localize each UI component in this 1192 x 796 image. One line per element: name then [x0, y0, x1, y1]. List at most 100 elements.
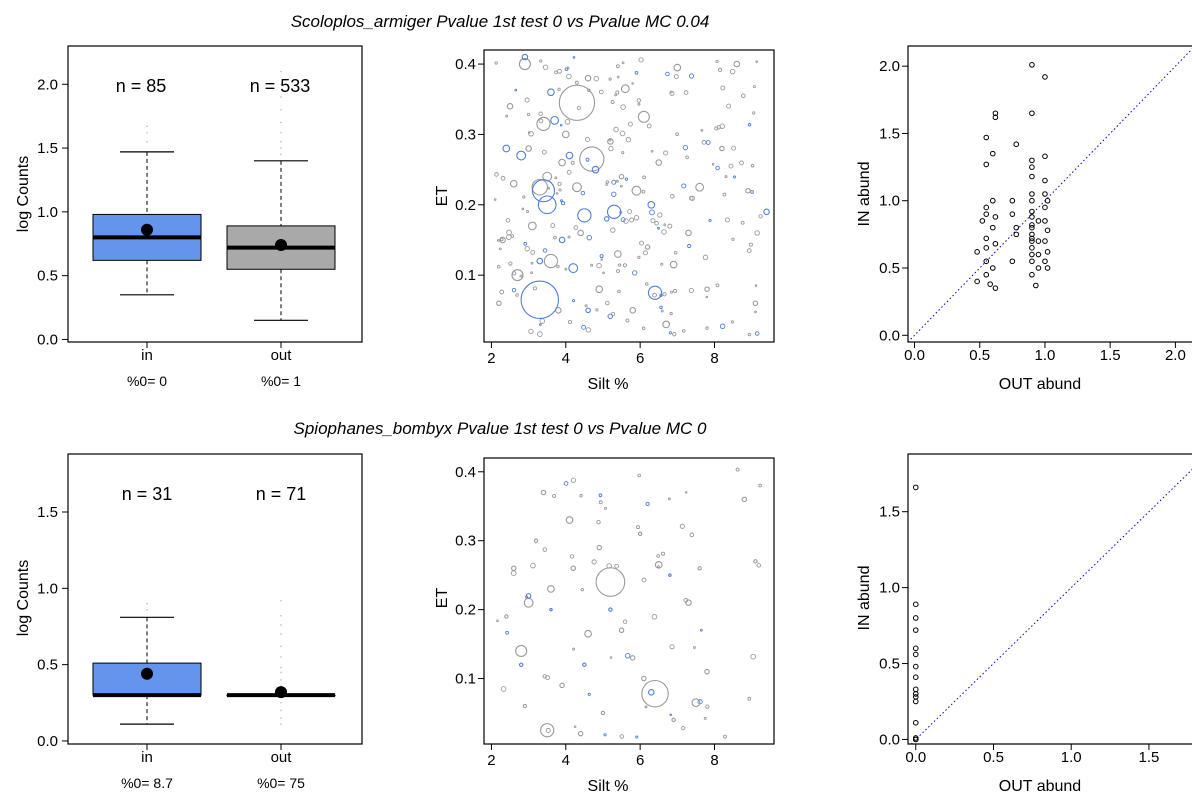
row-2-abund-marks [902, 468, 1192, 750]
row-2-bubble-xticks: 2 4 6 8 [487, 752, 718, 769]
point-out [515, 644, 528, 658]
point-small [754, 310, 757, 314]
point-in [520, 280, 560, 320]
point-small [689, 532, 695, 538]
point-small [619, 130, 626, 137]
point-small [553, 235, 557, 240]
point [1029, 251, 1035, 258]
point-small [505, 218, 511, 223]
point-out [543, 253, 559, 269]
point-small [522, 195, 526, 199]
point-out [518, 58, 531, 71]
point [1035, 265, 1042, 271]
tick-label: 0.2 [455, 602, 476, 619]
tick-label: 0.0 [904, 347, 925, 364]
point-out [542, 171, 553, 182]
point-out [671, 717, 676, 723]
point-small [554, 176, 558, 180]
point-small [542, 547, 548, 552]
point-small [616, 75, 620, 79]
point-out [496, 300, 502, 307]
point-small [617, 289, 621, 294]
row-1: Scoloplos_armiger Pvalue 1st test 0 vs P… [15, 12, 1192, 393]
point-small [740, 93, 746, 99]
point [1029, 62, 1035, 68]
point-out [655, 159, 663, 166]
point-small [506, 229, 512, 236]
point-small [616, 269, 620, 273]
identity-line [907, 48, 1192, 343]
point-small [542, 64, 549, 70]
point-in [547, 88, 555, 97]
point-out [685, 229, 692, 237]
point-small [552, 494, 557, 498]
point [912, 674, 919, 680]
point-small [526, 112, 531, 117]
point-small [756, 563, 762, 568]
tick-label: 2 [487, 350, 495, 367]
point-small [530, 271, 533, 275]
outlier-out [280, 83, 282, 86]
point-out [558, 158, 566, 167]
row-1-boxplot-yticks: 0.0 0.5 1.0 1.5 2.0 [37, 76, 58, 348]
row-2-n-in: n = 31 [122, 484, 173, 504]
point-small [750, 653, 757, 660]
point-small [556, 264, 560, 269]
row-2-zero-out: %0= 75 [257, 775, 305, 791]
point-out [577, 229, 584, 237]
point-small [498, 247, 502, 251]
point-small [639, 240, 645, 246]
outlier-out [280, 96, 282, 98]
point [912, 736, 919, 743]
point-small [521, 207, 525, 211]
outlier-out [280, 121, 282, 124]
point-small [615, 90, 620, 95]
point-small [683, 90, 689, 95]
point-small [567, 319, 573, 325]
row-2-abund-xlabel: OUT abund [999, 778, 1081, 795]
point [992, 285, 999, 291]
tick-label: 1.5 [1100, 347, 1121, 364]
row-1-boxplot: log Counts n = 85 n = 533 in out %0= 0 %… [15, 45, 363, 389]
point-out [733, 60, 741, 68]
row-1-abund: IN abund OUT abund 0.0 0.5 1.0 1.5 2.0 0… [856, 45, 1192, 393]
tick-label: 8 [710, 752, 718, 769]
outlier-out [280, 614, 282, 617]
tick-label: 0.5 [37, 657, 58, 674]
point-in [531, 179, 556, 203]
point-small [667, 223, 673, 229]
point-small [718, 67, 723, 72]
outlier-out [280, 656, 282, 658]
point-small [570, 477, 577, 483]
point [912, 719, 919, 726]
tick-label: 0.5 [879, 260, 900, 277]
point-small [542, 674, 547, 679]
point-small [560, 199, 563, 203]
point-in [558, 236, 566, 244]
point-small [505, 114, 509, 118]
point [1044, 249, 1051, 255]
point-out [673, 63, 682, 72]
point-small [537, 331, 543, 337]
point-small [528, 328, 534, 335]
point [1033, 282, 1039, 289]
point-out [525, 145, 532, 152]
point-small [539, 318, 546, 324]
row-1-abund-marks [902, 48, 1192, 348]
point [989, 224, 996, 231]
point [1029, 197, 1035, 204]
point-out [584, 629, 592, 638]
point-small [620, 217, 626, 223]
point [992, 110, 999, 117]
point-in [603, 216, 610, 222]
tick-label: 0.2 [455, 197, 476, 214]
outlier-out [280, 153, 282, 156]
tick-label: 2.0 [879, 58, 900, 75]
point-small [681, 726, 686, 731]
row-2-abund-ylabel: IN abund [856, 566, 873, 631]
point [1042, 191, 1048, 197]
outlier-out [280, 70, 282, 73]
outlier-out [280, 131, 282, 134]
row-1-abund-yticks: 0.0 0.5 1.0 1.5 2.0 [879, 58, 900, 344]
point-small [673, 250, 678, 255]
